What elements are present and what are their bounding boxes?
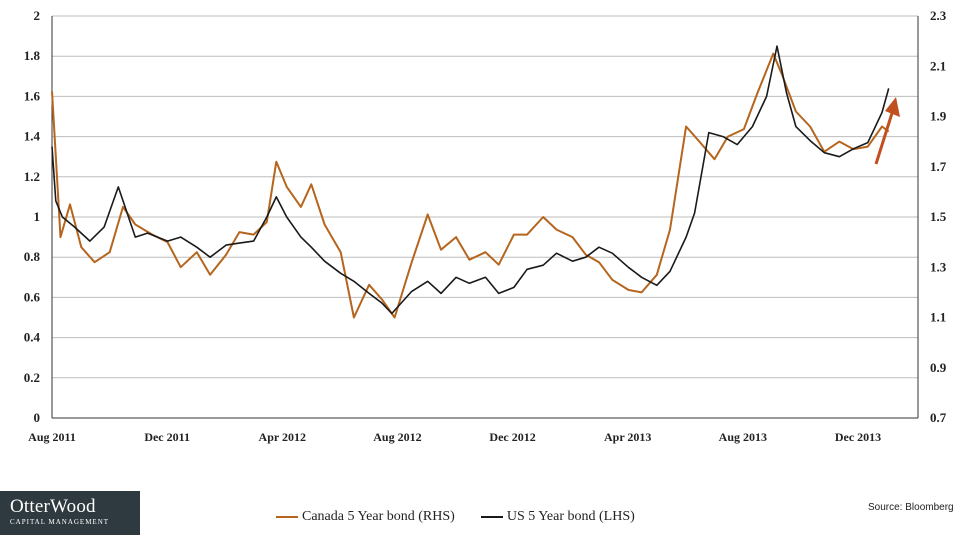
- x-tick-label: Dec 2013: [835, 430, 881, 444]
- right-tick-label: 1.7: [930, 159, 947, 174]
- series-layer: [51, 45, 890, 319]
- trend-arrow-head: [885, 97, 900, 117]
- left-tick-label: 2: [34, 8, 41, 23]
- x-tick-label: Aug 2013: [719, 430, 767, 444]
- left-axis-ticks: 0 0.2 0.4 0.6 0.8 1 1.2 1.4 1.6 1.8 2: [24, 8, 41, 425]
- left-tick-label: 0.2: [24, 370, 40, 385]
- x-tick-label: Apr 2012: [259, 430, 306, 444]
- grid-lines: [51, 15, 919, 419]
- series-line-us: [51, 45, 890, 315]
- legend-item-us: US 5 Year bond (LHS): [480, 509, 635, 525]
- right-tick-label: 0.9: [930, 360, 947, 375]
- chart-legend: Canada 5 Year bond (RHS) US 5 Year bond …: [276, 509, 661, 525]
- x-tick-label: Aug 2012: [373, 430, 421, 444]
- left-tick-label: 0: [34, 410, 41, 425]
- right-tick-label: 1.3: [930, 259, 947, 274]
- left-tick-label: 1: [34, 209, 41, 224]
- right-tick-label: 1.5: [930, 209, 947, 224]
- trend-arrow-shaft: [874, 109, 895, 165]
- right-tick-label: 2.1: [930, 58, 946, 73]
- x-tick-label: Dec 2012: [489, 430, 535, 444]
- x-tick-label: Dec 2011: [144, 430, 190, 444]
- series-line-canada: [51, 52, 890, 319]
- legend-swatch-us: [480, 516, 503, 518]
- right-tick-label: 1.9: [930, 109, 947, 124]
- x-axis-ticks: Aug 2011 Dec 2011 Apr 2012 Aug 2012 Dec 2012…: [28, 430, 881, 444]
- left-tick-label: 0.8: [24, 249, 41, 264]
- legend-item-canada: Canada 5 Year bond (RHS): [276, 509, 455, 525]
- logo-subtitle: CAPITAL MANAGEMENT: [10, 518, 110, 526]
- left-tick-label: 1.8: [24, 48, 41, 63]
- source-note: Source: Bloomberg: [868, 502, 954, 513]
- left-tick-label: 1.6: [24, 88, 41, 103]
- left-tick-label: 0.6: [24, 289, 41, 304]
- left-tick-label: 1.4: [24, 129, 41, 144]
- x-tick-label: Apr 2013: [604, 430, 651, 444]
- logo-brand: OtterWood: [10, 496, 96, 517]
- left-tick-label: 1.2: [24, 169, 40, 184]
- legend-swatch-canada: [276, 516, 298, 518]
- right-tick-label: 0.7: [930, 410, 947, 425]
- otterwood-logo: OtterWood CAPITAL MANAGEMENT: [0, 491, 140, 535]
- right-tick-label: 1.1: [930, 310, 946, 325]
- legend-label-canada: Canada 5 Year bond (RHS): [302, 509, 455, 524]
- left-tick-label: 0.4: [24, 330, 41, 345]
- right-tick-label: 2.3: [930, 8, 947, 23]
- legend-label-us: US 5 Year bond (LHS): [506, 509, 635, 524]
- trend-arrow: [874, 97, 900, 165]
- x-tick-label: Aug 2011: [28, 430, 76, 444]
- right-axis-ticks: 0.7 0.9 1.1 1.3 1.5 1.7 1.9 2.1 2.3: [930, 8, 947, 425]
